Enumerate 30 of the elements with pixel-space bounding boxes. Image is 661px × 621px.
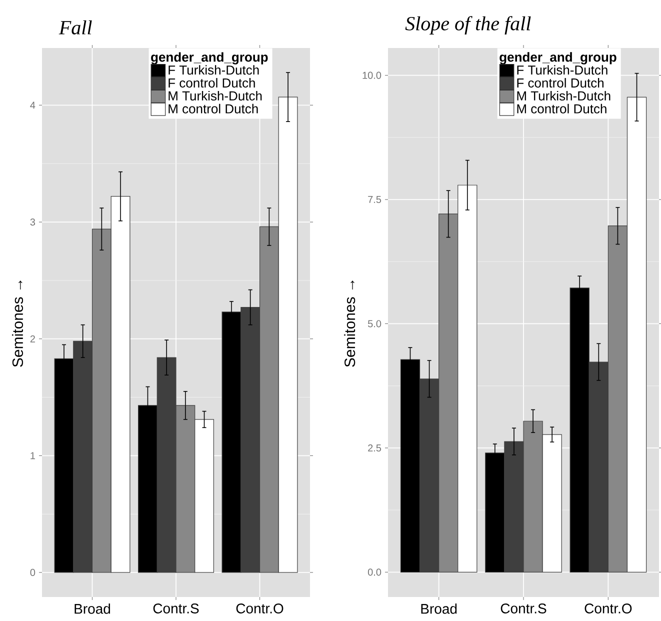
y-tick-label: 10.0 (362, 72, 382, 79)
x-tick-label: Contr.S (153, 604, 199, 614)
x-tick-label: Contr.S (500, 604, 546, 614)
y-tick-label: 7.5 (368, 196, 382, 204)
y-axis-title: Semitones → (12, 280, 24, 367)
legend-label: F Turkish-Dutch (517, 65, 608, 75)
x-tick-label: Contr.O (584, 604, 632, 614)
legend-label: M control Dutch (168, 104, 258, 114)
y-tick-label: 3 (30, 218, 36, 226)
x-tick-label: Contr.O (236, 604, 284, 614)
x-tick-label: Broad (74, 604, 110, 614)
x-tick-label: Broad (421, 604, 457, 614)
legend-label: M Turkish-Dutch (517, 90, 610, 100)
legend-label: M control Dutch (517, 104, 606, 114)
legend-label: F Turkish-Dutch (168, 65, 259, 75)
y-tick-label: 0.0 (368, 568, 382, 576)
chart-title: Slope of the fall (405, 16, 531, 34)
y-axis-title: Semitones → (344, 280, 356, 367)
y-tick-label: 5.0 (368, 320, 382, 328)
y-tick-label: 4 (30, 102, 36, 109)
legend-label: F control Dutch (517, 78, 604, 88)
y-tick-label: 2 (30, 335, 35, 342)
legend-title: gender_and_group (151, 52, 268, 64)
chart-title: Fall (58, 20, 92, 34)
y-tick-label: 2.5 (368, 444, 382, 452)
y-tick-label: 0 (30, 568, 36, 576)
y-tick-label: 1 (30, 452, 35, 460)
legend-label: F control Dutch (168, 78, 255, 88)
legend-title: gender_and_group (500, 52, 616, 64)
legend-label: M Turkish-Dutch (168, 90, 262, 100)
